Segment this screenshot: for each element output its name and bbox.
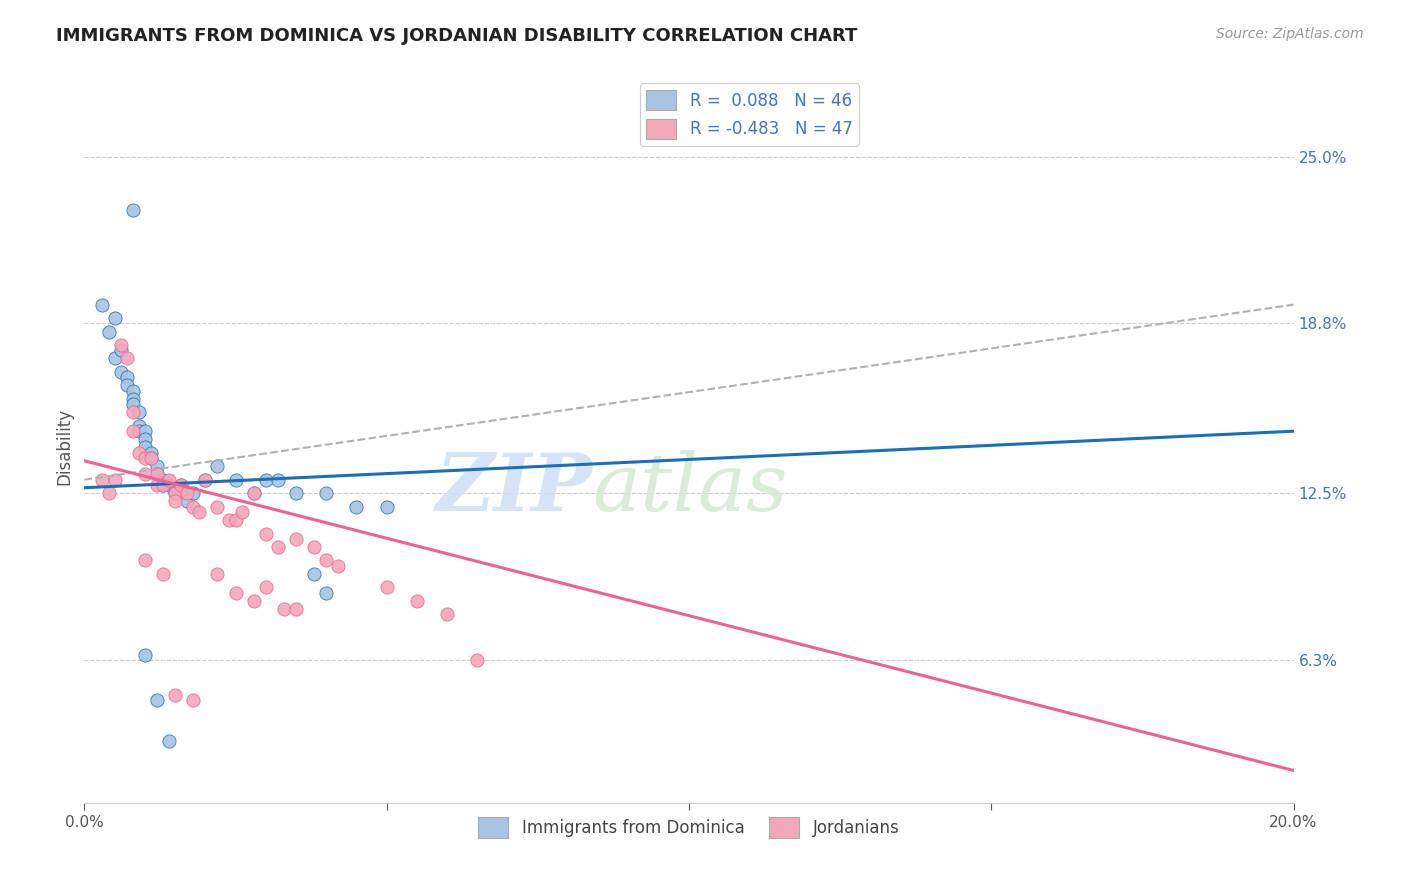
Point	[110, 338, 132, 352]
Point	[165, 486, 187, 500]
Point	[242, 486, 264, 500]
Point	[181, 500, 204, 514]
Point	[139, 446, 162, 460]
Point	[97, 486, 120, 500]
Point	[225, 586, 247, 600]
Point	[254, 580, 277, 594]
Point	[146, 467, 169, 482]
Point	[218, 513, 240, 527]
Point	[225, 473, 247, 487]
Point	[285, 532, 308, 546]
Point	[152, 566, 174, 581]
Point	[165, 486, 187, 500]
Point	[134, 467, 156, 482]
Point	[165, 688, 187, 702]
Point	[242, 486, 264, 500]
Point	[104, 351, 127, 366]
Point	[152, 478, 174, 492]
Point	[134, 553, 156, 567]
Point	[375, 500, 398, 514]
Point	[134, 451, 156, 466]
Point	[121, 203, 143, 218]
Point	[91, 298, 114, 312]
Point	[157, 734, 180, 748]
Point	[115, 370, 138, 384]
Point	[176, 486, 198, 500]
Point	[97, 325, 120, 339]
Point	[176, 494, 198, 508]
Point	[170, 478, 193, 492]
Point	[207, 459, 229, 474]
Point	[91, 473, 114, 487]
Point	[146, 459, 169, 474]
Point	[134, 424, 156, 438]
Point	[254, 526, 277, 541]
Point	[267, 540, 290, 554]
Point	[134, 432, 156, 446]
Point	[285, 602, 308, 616]
Point	[128, 405, 150, 419]
Point	[315, 486, 337, 500]
Point	[170, 478, 193, 492]
Point	[152, 473, 174, 487]
Point	[181, 486, 204, 500]
Point	[170, 486, 193, 500]
Point	[302, 540, 325, 554]
Point	[267, 473, 290, 487]
Point	[181, 693, 204, 707]
Point	[110, 365, 132, 379]
Point	[194, 473, 217, 487]
Point	[121, 397, 143, 411]
Point	[146, 693, 169, 707]
Point	[467, 653, 489, 667]
Y-axis label: Disability: Disability	[55, 408, 73, 484]
Text: IMMIGRANTS FROM DOMINICA VS JORDANIAN DISABILITY CORRELATION CHART: IMMIGRANTS FROM DOMINICA VS JORDANIAN DI…	[56, 27, 858, 45]
Point	[315, 553, 337, 567]
Point	[121, 384, 143, 398]
Point	[254, 473, 277, 487]
Point	[110, 343, 132, 358]
Point	[165, 494, 187, 508]
Point	[375, 580, 398, 594]
Point	[165, 481, 187, 495]
Point	[128, 424, 150, 438]
Point	[436, 607, 458, 622]
Point	[242, 594, 264, 608]
Point	[104, 311, 127, 326]
Point	[152, 478, 174, 492]
Point	[121, 405, 143, 419]
Point	[207, 500, 229, 514]
Point	[139, 451, 162, 466]
Text: ZIP: ZIP	[436, 450, 592, 527]
Point	[207, 566, 229, 581]
Point	[115, 378, 138, 392]
Point	[328, 558, 350, 573]
Point	[231, 505, 253, 519]
Point	[273, 602, 295, 616]
Point	[146, 478, 169, 492]
Text: Source: ZipAtlas.com: Source: ZipAtlas.com	[1216, 27, 1364, 41]
Point	[406, 594, 429, 608]
Point	[285, 486, 308, 500]
Point	[134, 441, 156, 455]
Point	[346, 500, 368, 514]
Point	[128, 418, 150, 433]
Point	[139, 451, 162, 466]
Point	[157, 478, 180, 492]
Point	[315, 586, 337, 600]
Point	[225, 513, 247, 527]
Point	[134, 648, 156, 662]
Legend: Immigrants from Dominica, Jordanians: Immigrants from Dominica, Jordanians	[471, 811, 907, 845]
Point	[194, 473, 217, 487]
Point	[128, 446, 150, 460]
Point	[104, 473, 127, 487]
Point	[302, 566, 325, 581]
Point	[146, 467, 169, 482]
Point	[188, 505, 211, 519]
Point	[157, 473, 180, 487]
Point	[115, 351, 138, 366]
Point	[121, 424, 143, 438]
Point	[121, 392, 143, 406]
Text: atlas: atlas	[592, 450, 787, 527]
